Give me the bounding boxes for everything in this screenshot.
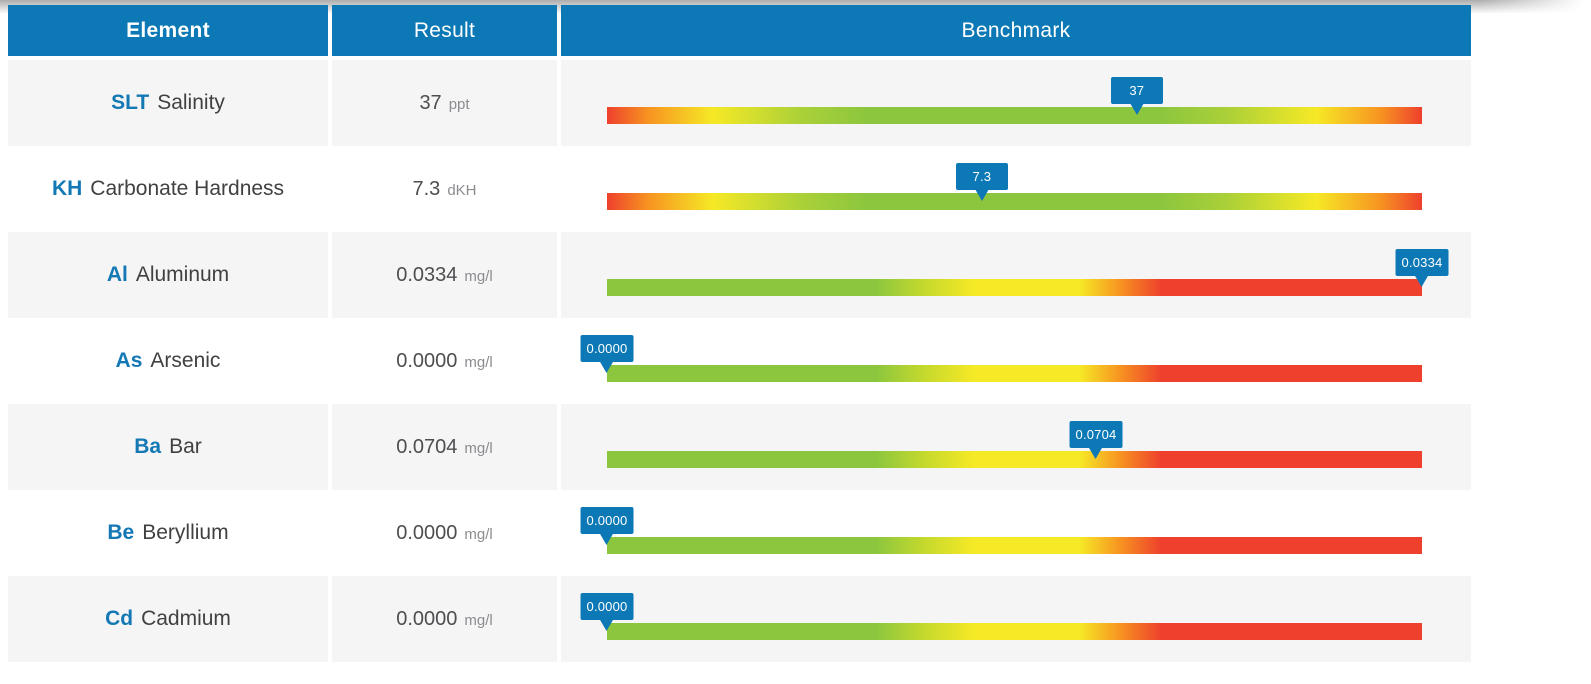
marker-value-badge: 0.0000 xyxy=(580,507,634,534)
result-text: 0.0000 mg/l xyxy=(396,522,493,545)
result-unit: mg/l xyxy=(464,439,493,457)
table-row: SLT Salinity 37 ppt 37 xyxy=(8,60,1471,146)
results-table: Element Result Benchmark SLT Salinity 37… xyxy=(8,5,1471,662)
benchmark-marker: 0.0000 xyxy=(580,593,634,631)
result-cell: 0.0000 mg/l xyxy=(332,576,557,662)
benchmark-gradient-bar xyxy=(607,193,1422,210)
result-cell: 0.0000 mg/l xyxy=(332,318,557,404)
benchmark-gradient-bar xyxy=(607,107,1422,124)
marker-pointer-icon xyxy=(1089,447,1103,459)
element-code: Be xyxy=(107,521,135,544)
marker-pointer-icon xyxy=(600,619,614,631)
element-name: Aluminum xyxy=(135,263,230,286)
result-cell: 0.0334 mg/l xyxy=(332,232,557,318)
benchmark-cell: 37 xyxy=(561,60,1471,146)
element-cell: Be Beryllium xyxy=(8,490,328,576)
marker-value-badge: 7.3 xyxy=(955,163,1008,190)
column-header-element: Element xyxy=(8,5,328,56)
benchmark-gradient-bar xyxy=(607,537,1422,554)
element-name: Cadmium xyxy=(141,607,231,630)
benchmark-gradient-bar xyxy=(607,365,1422,382)
element-name: Carbonate Hardness xyxy=(90,177,285,200)
marker-value-badge: 0.0000 xyxy=(580,593,634,620)
element-name: Arsenic xyxy=(150,349,221,372)
result-text: 0.0334 mg/l xyxy=(396,264,493,287)
table-row: Cd Cadmium 0.0000 mg/l 0.0000 xyxy=(8,576,1471,662)
benchmark-cell: 0.0334 xyxy=(561,232,1471,318)
benchmark-marker: 37 xyxy=(1110,77,1163,115)
benchmark-gradient-bar xyxy=(607,451,1422,468)
marker-pointer-icon xyxy=(600,533,614,545)
element-name: Beryllium xyxy=(142,521,229,544)
marker-value-badge: 37 xyxy=(1110,77,1163,104)
table-row: KH Carbonate Hardness 7.3 dKH 7.3 xyxy=(8,146,1471,232)
element-cell: Ba Bar xyxy=(8,404,328,490)
table-header: Element Result Benchmark xyxy=(8,5,1471,56)
result-unit: mg/l xyxy=(464,611,493,629)
table-row: Ba Bar 0.0704 mg/l 0.0704 xyxy=(8,404,1471,490)
result-value: 0.0000 xyxy=(396,521,458,544)
marker-value-badge: 0.0704 xyxy=(1069,421,1123,448)
result-unit: ppt xyxy=(448,95,470,113)
marker-pointer-icon xyxy=(1129,103,1144,115)
element-cell: Al Aluminum xyxy=(8,232,328,318)
result-cell: 37 ppt xyxy=(332,60,557,146)
element-cell: SLT Salinity xyxy=(8,60,328,146)
table-row: Be Beryllium 0.0000 mg/l 0.0000 xyxy=(8,490,1471,576)
element-code: Al xyxy=(106,263,128,286)
table-row: Al Aluminum 0.0334 mg/l 0.0334 xyxy=(8,232,1471,318)
element-cell: As Arsenic xyxy=(8,318,328,404)
element-code: Cd xyxy=(105,607,134,630)
result-text: 0.0000 mg/l xyxy=(396,608,493,631)
table-body: SLT Salinity 37 ppt 37 KH Carbonate Hard… xyxy=(8,60,1471,662)
marker-value-badge: 0.0000 xyxy=(580,335,634,362)
result-text: 7.3 dKH xyxy=(413,178,477,201)
element-code: SLT xyxy=(111,91,150,114)
result-unit: mg/l xyxy=(464,353,493,371)
element-cell: KH Carbonate Hardness xyxy=(8,146,328,232)
benchmark-marker: 7.3 xyxy=(955,163,1008,201)
benchmark-gradient-bar xyxy=(607,279,1422,296)
benchmark-cell: 0.0000 xyxy=(561,576,1471,662)
marker-pointer-icon xyxy=(1415,275,1429,287)
result-unit: mg/l xyxy=(464,267,493,285)
element-code: KH xyxy=(51,177,83,200)
marker-pointer-icon xyxy=(974,189,989,201)
element-name: Bar xyxy=(169,435,202,458)
result-value: 7.3 xyxy=(412,177,441,200)
result-cell: 0.0000 mg/l xyxy=(332,490,557,576)
element-cell: Cd Cadmium xyxy=(8,576,328,662)
table-row: As Arsenic 0.0000 mg/l 0.0000 xyxy=(8,318,1471,404)
result-unit: mg/l xyxy=(464,525,493,543)
result-value: 0.0704 xyxy=(396,435,458,458)
marker-value-badge: 0.0334 xyxy=(1395,249,1449,276)
benchmark-marker: 0.0000 xyxy=(580,507,634,545)
result-value: 0.0000 xyxy=(396,349,458,372)
element-code: As xyxy=(115,349,143,372)
benchmark-cell: 0.0000 xyxy=(561,318,1471,404)
result-cell: 0.0704 mg/l xyxy=(332,404,557,490)
column-header-result: Result xyxy=(332,5,557,56)
benchmark-marker: 0.0000 xyxy=(580,335,634,373)
result-text: 37 ppt xyxy=(419,92,469,115)
benchmark-marker: 0.0334 xyxy=(1395,249,1449,287)
benchmark-marker: 0.0704 xyxy=(1069,421,1123,459)
element-code: Ba xyxy=(134,435,162,458)
result-value: 0.0000 xyxy=(396,607,458,630)
result-cell: 7.3 dKH xyxy=(332,146,557,232)
benchmark-cell: 7.3 xyxy=(561,146,1471,232)
result-value: 0.0334 xyxy=(396,263,458,286)
result-text: 0.0704 mg/l xyxy=(396,436,493,459)
marker-pointer-icon xyxy=(600,361,614,373)
benchmark-gradient-bar xyxy=(607,623,1422,640)
result-unit: dKH xyxy=(447,181,477,199)
benchmark-cell: 0.0704 xyxy=(561,404,1471,490)
element-name: Salinity xyxy=(157,91,225,114)
result-value: 37 xyxy=(419,91,442,114)
column-header-benchmark: Benchmark xyxy=(561,5,1471,56)
benchmark-cell: 0.0000 xyxy=(561,490,1471,576)
result-text: 0.0000 mg/l xyxy=(396,350,493,373)
